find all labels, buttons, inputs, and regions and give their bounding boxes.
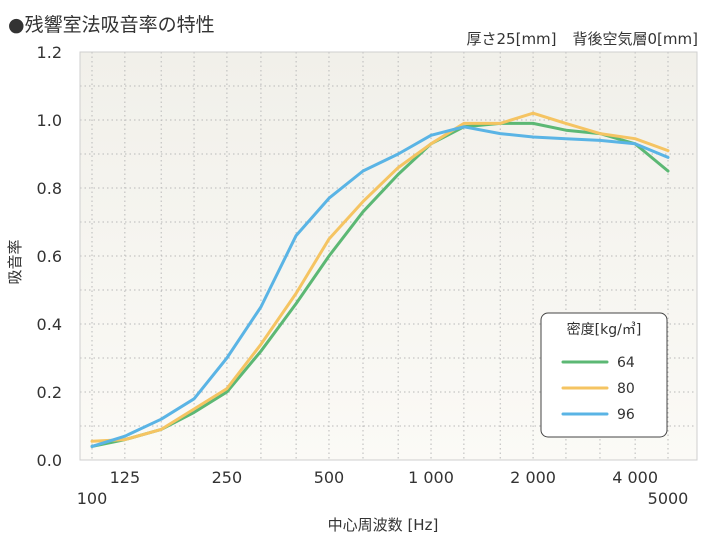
grid [80, 52, 697, 460]
y-tick-label: 0.2 [37, 383, 62, 402]
series-layer [90, 111, 670, 448]
y-axis-label: 吸音率 [6, 239, 24, 284]
series-line-96 [90, 125, 670, 448]
legend-label-64: 64 [617, 355, 635, 371]
y-tick-label: 1.0 [37, 111, 62, 130]
series-line-64 [90, 121, 670, 448]
legend-box [540, 312, 668, 438]
legend-title: 密度[kg/㎥] [567, 321, 642, 338]
y-tick-label: 0.4 [37, 315, 62, 334]
x-tick-label: 500 [314, 468, 345, 487]
legend: 密度[kg/㎥] 64 80 96 [540, 312, 668, 438]
x-tick-label: 2 000 [510, 468, 556, 487]
thickness-label: 厚さ25[mm] [466, 30, 557, 48]
x-tick-label: 4 000 [612, 468, 658, 487]
x-axis-label: 中心周波数 [Hz] [328, 516, 439, 534]
tick-labels: 0.0 0.2 0.4 0.6 0.8 1.0 1.2 125 250 500 1 000 2 000… [37, 43, 689, 508]
y-tick-label: 0.6 [37, 247, 62, 266]
series-line-80 [90, 111, 670, 443]
legend-label-80: 80 [617, 381, 635, 397]
x-tick-label: 125 [110, 468, 141, 487]
x-tick-label: 100 [77, 489, 108, 508]
y-tick-label: 0.8 [37, 179, 62, 198]
plot-frame [79, 51, 698, 461]
condition-text: 厚さ25[mm] 背後空気層0[mm] [467, 28, 699, 49]
x-tick-label: 250 [212, 468, 243, 487]
legend-label-96: 96 [617, 407, 635, 423]
y-tick-label: 1.2 [37, 43, 62, 62]
x-tick-label: 1 000 [408, 468, 454, 487]
air-layer-label: 背後空気層0[mm] [572, 30, 698, 48]
y-tick-label: 0.0 [37, 451, 62, 470]
chart-title: ●残響室法吸音率の特性 [8, 14, 215, 36]
x-tick-label: 5000 [648, 489, 689, 508]
